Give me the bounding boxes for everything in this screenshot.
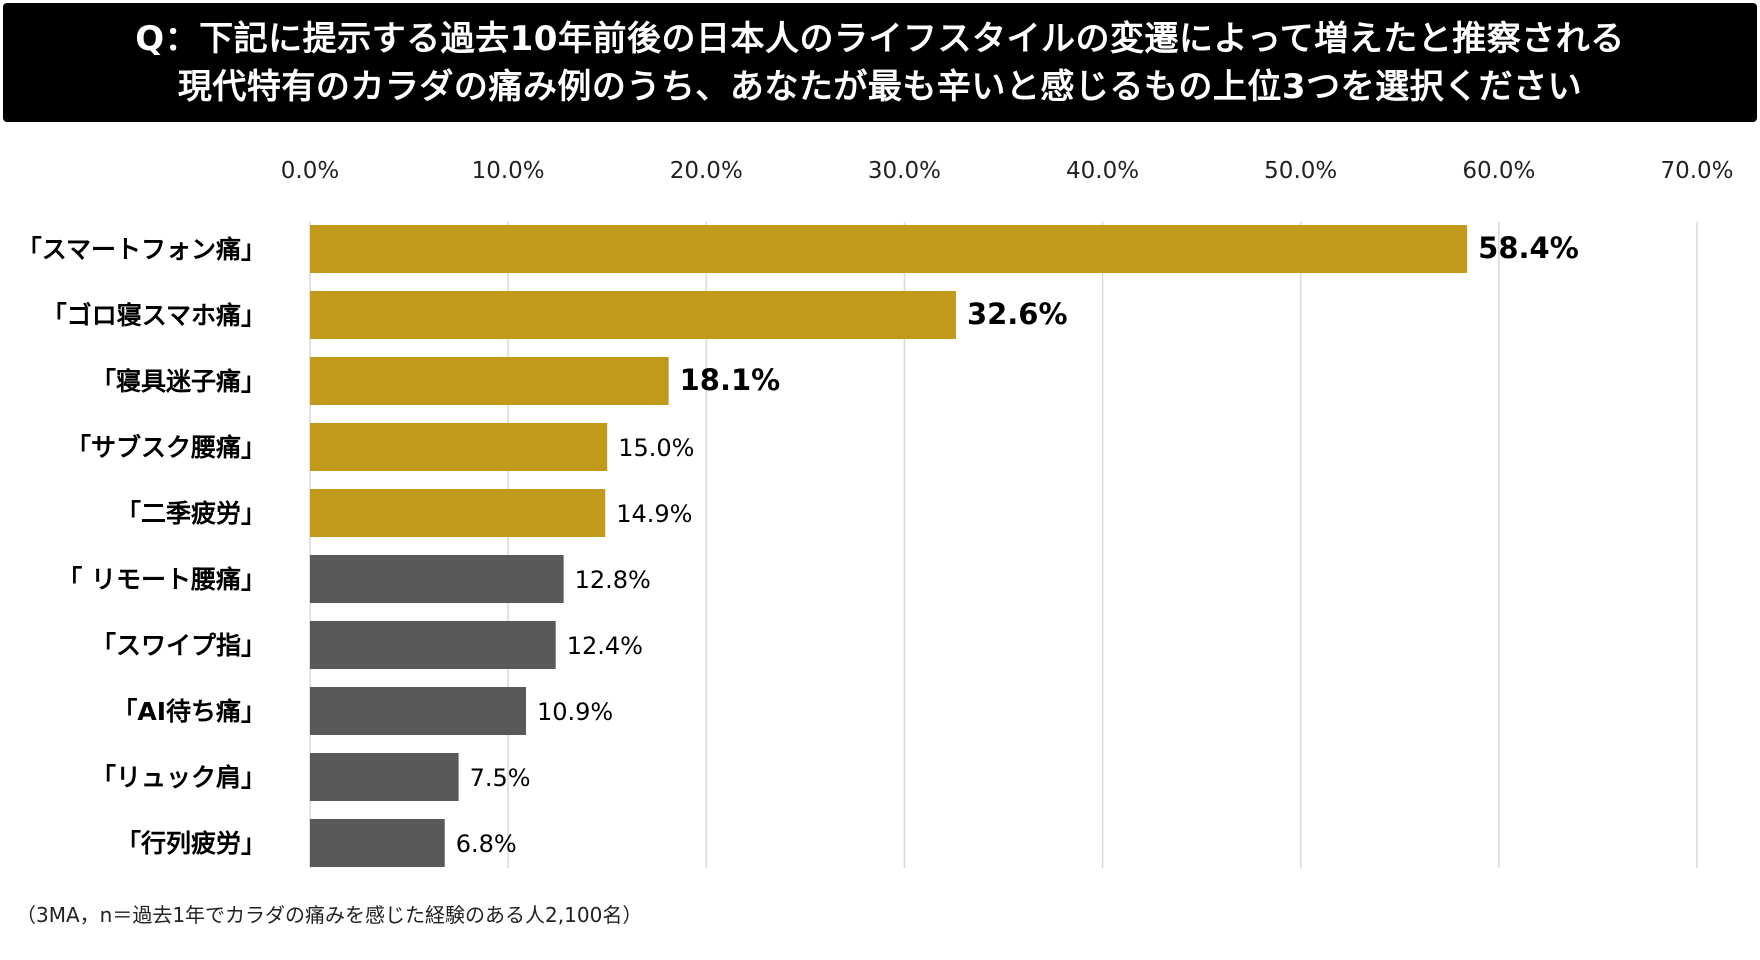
category-label: 「ゴロ寝スマホ痛」 [42, 301, 266, 330]
x-tick-label: 30.0% [868, 158, 941, 184]
title-line-1: Q：下記に提示する過去10年前後の日本人のライフスタイルの変遷によって増えたと推… [135, 18, 1625, 59]
bar [310, 687, 526, 735]
data-label: 10.9% [537, 698, 613, 726]
x-tick-label: 10.0% [472, 158, 545, 184]
question-title-banner: Q：下記に提示する過去10年前後の日本人のライフスタイルの変遷によって増えたと推… [3, 3, 1757, 122]
bar [310, 225, 1468, 273]
data-label: 18.1% [680, 363, 781, 397]
category-label: 「 リモート腰痛」 [57, 565, 266, 594]
x-tick-label: 50.0% [1264, 158, 1337, 184]
bar [310, 621, 556, 669]
footnote: （3MA，n＝過去1年でカラダの痛みを感じた経験のある人2,100名） [16, 903, 643, 927]
x-tick-label: 70.0% [1660, 158, 1733, 184]
category-label: 「寝具迷子痛」 [91, 367, 266, 396]
data-label: 32.6% [967, 297, 1068, 331]
data-label: 12.8% [575, 566, 651, 594]
bar [310, 489, 606, 537]
category-label: 「スワイプ指」 [91, 631, 266, 660]
data-label: 58.4% [1478, 231, 1579, 265]
category-label: 「サブスク腰痛」 [66, 433, 266, 462]
x-tick-label: 60.0% [1462, 158, 1535, 184]
category-label: 「リュック肩」 [91, 763, 266, 792]
data-label: 15.0% [618, 434, 694, 462]
bar [310, 819, 445, 867]
data-label: 12.4% [567, 632, 643, 660]
bar [310, 291, 956, 339]
bar [310, 753, 459, 801]
data-label: 14.9% [616, 500, 692, 528]
x-tick-label: 40.0% [1066, 158, 1139, 184]
bar [310, 357, 669, 405]
category-label: 「AI待ち痛」 [112, 697, 266, 726]
x-tick-label: 0.0% [281, 158, 339, 184]
bar [310, 423, 608, 471]
category-label: 「スマートフォン痛」 [17, 235, 266, 264]
bar [310, 555, 564, 603]
x-tick-label: 20.0% [670, 158, 743, 184]
data-label: 6.8% [456, 830, 517, 858]
title-line-2: 現代特有のカラダの痛み例のうち、あなたが最も辛いと感じるもの上位3つを選択くださ… [177, 66, 1583, 107]
category-label: 「行列疲労」 [116, 829, 266, 858]
data-label: 7.5% [470, 764, 531, 792]
category-label: 「二季疲労」 [116, 499, 266, 528]
